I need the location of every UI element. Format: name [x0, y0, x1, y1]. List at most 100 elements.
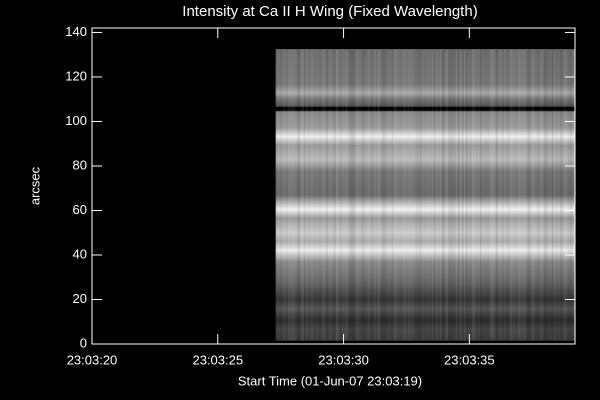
image-streak	[300, 49, 302, 341]
image-streak	[554, 49, 556, 341]
image-streak	[473, 49, 476, 341]
image-streak	[337, 49, 340, 341]
image-streak	[426, 49, 428, 341]
image-streak	[461, 49, 464, 341]
image-streak	[403, 49, 406, 341]
image-streak	[486, 49, 488, 341]
image-streak	[459, 49, 462, 341]
y-tick-label: 20	[73, 291, 87, 306]
image-streak	[328, 49, 330, 341]
image-streak	[339, 49, 342, 341]
image-streak	[380, 49, 382, 341]
image-streak	[517, 49, 520, 341]
image-streak	[366, 49, 368, 341]
x-tick-label: 23:03:20	[67, 352, 118, 367]
image-streak	[484, 49, 486, 341]
image-streak	[422, 49, 424, 341]
image-fill	[275, 49, 575, 341]
image-streak	[358, 49, 360, 341]
image-streak	[559, 49, 562, 341]
image-streak	[388, 49, 390, 341]
image-streak	[438, 49, 440, 341]
image-streak	[495, 49, 498, 341]
image-streak	[563, 49, 566, 341]
image-streak	[370, 49, 372, 341]
image-streak	[333, 49, 336, 341]
y-tick-label: 0	[80, 335, 87, 350]
image-streak	[529, 49, 532, 341]
image-streak	[316, 49, 318, 341]
image-streak	[418, 49, 420, 341]
y-tick-label: 40	[73, 246, 87, 261]
image-streak	[463, 49, 466, 341]
image-streak	[555, 49, 558, 341]
y-tick-label: 100	[65, 113, 87, 128]
image	[275, 49, 576, 341]
image-streak	[488, 49, 490, 341]
image-streak	[428, 49, 430, 341]
image-streak	[494, 49, 496, 341]
image-streak	[506, 49, 508, 341]
y-tick-label: 140	[65, 24, 87, 39]
image-streak	[402, 49, 404, 341]
image-streak	[507, 49, 510, 341]
y-tick-label: 120	[65, 68, 87, 83]
image-streak	[283, 49, 286, 341]
image-streak	[411, 49, 414, 341]
image-streak	[289, 49, 292, 341]
image-streak	[465, 49, 468, 341]
image-streak	[531, 49, 534, 341]
image-streak	[318, 49, 320, 341]
image-streak	[275, 49, 278, 341]
image-streak	[279, 49, 282, 341]
image-streak	[383, 49, 386, 341]
image-streak	[548, 49, 550, 341]
image-streak	[320, 49, 322, 341]
image-streak	[335, 49, 338, 341]
image-streak	[558, 49, 560, 341]
image-streak	[439, 49, 442, 341]
image-streak	[471, 49, 474, 341]
image-streak	[516, 49, 518, 341]
y-tick-label: 80	[73, 157, 87, 172]
image-streak	[360, 49, 362, 341]
image-streak	[457, 49, 460, 341]
image-streak	[321, 49, 324, 341]
y-axis-label: arcsec	[27, 166, 42, 205]
image-streak	[571, 49, 574, 341]
image-streak	[447, 49, 450, 341]
image-streak	[542, 49, 544, 341]
image-streak	[504, 49, 506, 341]
image-streak	[479, 49, 482, 341]
image-streak	[361, 49, 364, 341]
image-streak	[348, 49, 350, 341]
image-streak	[430, 49, 432, 341]
image-streak	[391, 49, 394, 341]
image-streak	[468, 49, 470, 341]
image-streak	[478, 49, 480, 341]
image-streak	[536, 49, 538, 341]
image-streak	[451, 49, 454, 341]
image-streak	[314, 49, 316, 341]
image-streak	[393, 49, 396, 341]
image-streak	[441, 49, 444, 341]
image-streak	[523, 49, 526, 341]
image-streak	[501, 49, 504, 341]
image-streak	[344, 49, 346, 341]
image-streak	[395, 49, 398, 341]
image-streak	[431, 49, 434, 341]
image-streak	[390, 49, 392, 341]
image-streak	[415, 49, 418, 341]
image-streak	[424, 49, 426, 341]
image-streak	[377, 49, 380, 341]
image-streak	[286, 49, 288, 341]
image-streak	[499, 49, 502, 341]
image-streak	[371, 49, 374, 341]
image-streak	[489, 49, 492, 341]
y-tick-label: 60	[73, 202, 87, 217]
plot-frame	[91, 27, 576, 345]
image-streak	[305, 49, 308, 341]
image-streak	[445, 49, 448, 341]
image-streak	[540, 49, 542, 341]
image-streak	[409, 49, 412, 341]
